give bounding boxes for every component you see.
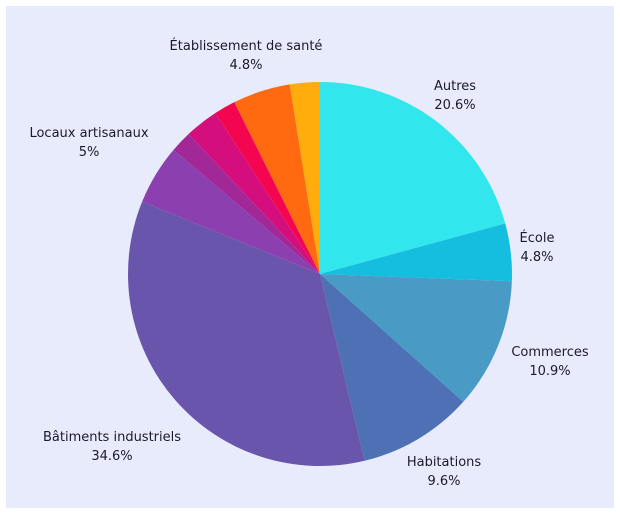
pie-slice-6 — [173, 134, 320, 274]
pie-slice-habitations — [320, 274, 464, 461]
pie-slice-locaux-artisanaux — [142, 149, 320, 274]
pie-slice-ecole — [320, 223, 512, 282]
slice-name-label: Établissement de santé — [170, 38, 323, 54]
pie-slice-commerces — [320, 274, 512, 402]
slice-name-label: Bâtiments industriels — [43, 430, 181, 445]
pie-slice-7 — [188, 113, 320, 275]
slice-name-label: École — [520, 230, 555, 246]
slice-value-label: 10.9% — [529, 364, 570, 379]
slice-name-label: Habitations — [407, 455, 482, 470]
slice-value-label: 4.8% — [229, 58, 262, 73]
pie-slice-autres — [320, 82, 506, 274]
slice-value-label: 34.6% — [91, 449, 132, 464]
pie-slice-etablissement-de-sante — [234, 84, 320, 275]
slice-value-label: 9.6% — [427, 474, 460, 489]
pie-slice-batiments-industriels — [127, 201, 365, 466]
slice-value-label: 4.8% — [520, 250, 553, 265]
slice-name-label: Locaux artisanaux — [29, 126, 148, 141]
pie-slice-8 — [215, 102, 320, 274]
slice-name-label: Autres — [434, 79, 476, 94]
slice-value-label: 20.6% — [434, 98, 475, 113]
slice-value-label: 5% — [79, 145, 100, 160]
pie-slice-10 — [289, 82, 320, 274]
slice-name-label: Commerces — [511, 345, 589, 360]
